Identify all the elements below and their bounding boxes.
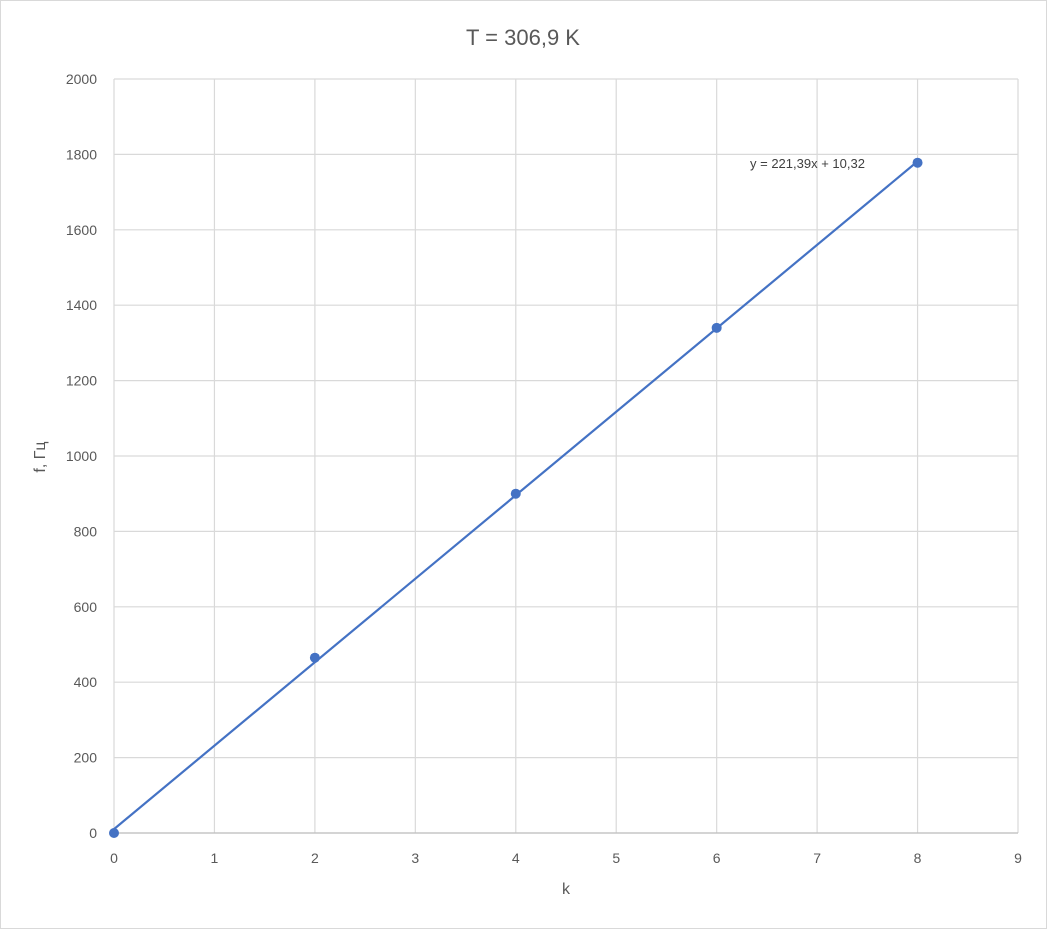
y-tick-label: 2000 <box>66 71 97 87</box>
x-tick-label: 1 <box>211 850 219 866</box>
y-tick-label: 1600 <box>66 222 97 238</box>
data-point <box>912 157 923 168</box>
trendline-equation: y = 221,39x + 10,32 <box>750 156 865 171</box>
chart-title: T = 306,9 K <box>466 25 580 50</box>
x-tick-label: 0 <box>110 850 118 866</box>
y-tick-label: 1400 <box>66 297 97 313</box>
data-point <box>510 488 521 499</box>
data-points <box>109 157 923 838</box>
x-tick-label: 4 <box>512 850 520 866</box>
x-tick-label: 6 <box>713 850 721 866</box>
x-tick-label: 7 <box>813 850 821 866</box>
x-tick-label: 3 <box>411 850 419 866</box>
data-point <box>309 652 320 663</box>
y-tick-label: 200 <box>74 750 98 766</box>
x-tick-label: 8 <box>914 850 922 866</box>
y-tick-label: 1200 <box>66 373 97 389</box>
x-tick-labels: 0 1 2 3 4 5 6 7 8 9 <box>110 850 1022 866</box>
y-tick-label: 1000 <box>66 448 97 464</box>
y-tick-label: 0 <box>89 825 97 841</box>
x-tick-label: 5 <box>612 850 620 866</box>
x-tick-label: 2 <box>311 850 319 866</box>
x-tick-label: 9 <box>1014 850 1022 866</box>
y-tick-label: 400 <box>74 674 98 690</box>
grid <box>113 78 1019 834</box>
y-axis-label: f, Гц <box>32 441 49 472</box>
y-tick-labels: 0 200 400 600 800 1000 1200 1400 1600 1800 2000 <box>66 71 97 841</box>
data-point <box>711 322 722 333</box>
x-axis-label: k <box>562 881 571 898</box>
data-point <box>109 828 119 838</box>
y-tick-label: 800 <box>74 523 98 539</box>
y-tick-label: 600 <box>74 599 98 615</box>
y-tick-label: 1800 <box>66 146 97 162</box>
